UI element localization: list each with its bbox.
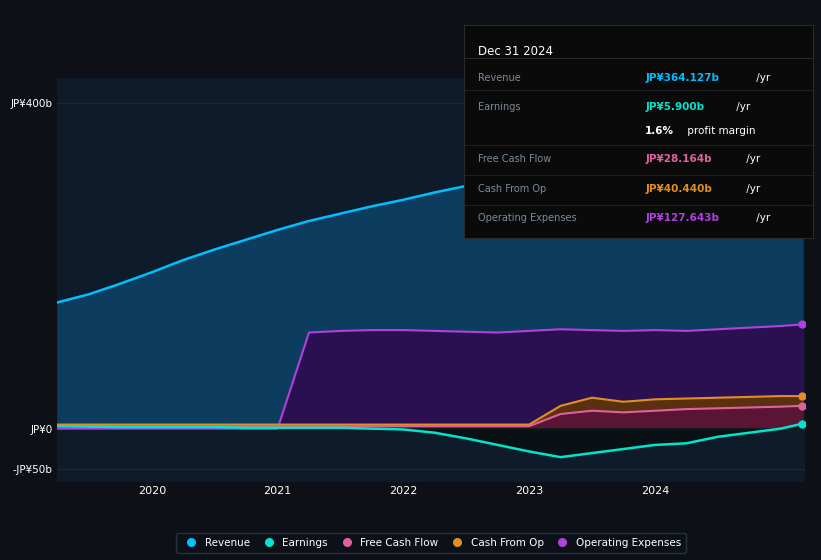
Legend: Revenue, Earnings, Free Cash Flow, Cash From Op, Operating Expenses: Revenue, Earnings, Free Cash Flow, Cash … <box>176 533 686 553</box>
Text: JP¥28.164b: JP¥28.164b <box>645 154 712 164</box>
Text: /yr: /yr <box>743 184 760 194</box>
Text: /yr: /yr <box>753 73 770 83</box>
Text: /yr: /yr <box>743 154 760 164</box>
Text: /yr: /yr <box>753 213 770 223</box>
Text: profit margin: profit margin <box>685 125 756 136</box>
Text: /yr: /yr <box>733 102 750 112</box>
Text: JP¥127.643b: JP¥127.643b <box>645 213 719 223</box>
Text: Revenue: Revenue <box>478 73 521 83</box>
Text: Free Cash Flow: Free Cash Flow <box>478 154 551 164</box>
Text: JP¥364.127b: JP¥364.127b <box>645 73 719 83</box>
Text: Operating Expenses: Operating Expenses <box>478 213 576 223</box>
Text: Dec 31 2024: Dec 31 2024 <box>478 45 553 58</box>
Text: Cash From Op: Cash From Op <box>478 184 546 194</box>
Text: Earnings: Earnings <box>478 102 521 112</box>
Text: JP¥5.900b: JP¥5.900b <box>645 102 704 112</box>
Text: JP¥40.440b: JP¥40.440b <box>645 184 712 194</box>
Text: 1.6%: 1.6% <box>645 125 674 136</box>
